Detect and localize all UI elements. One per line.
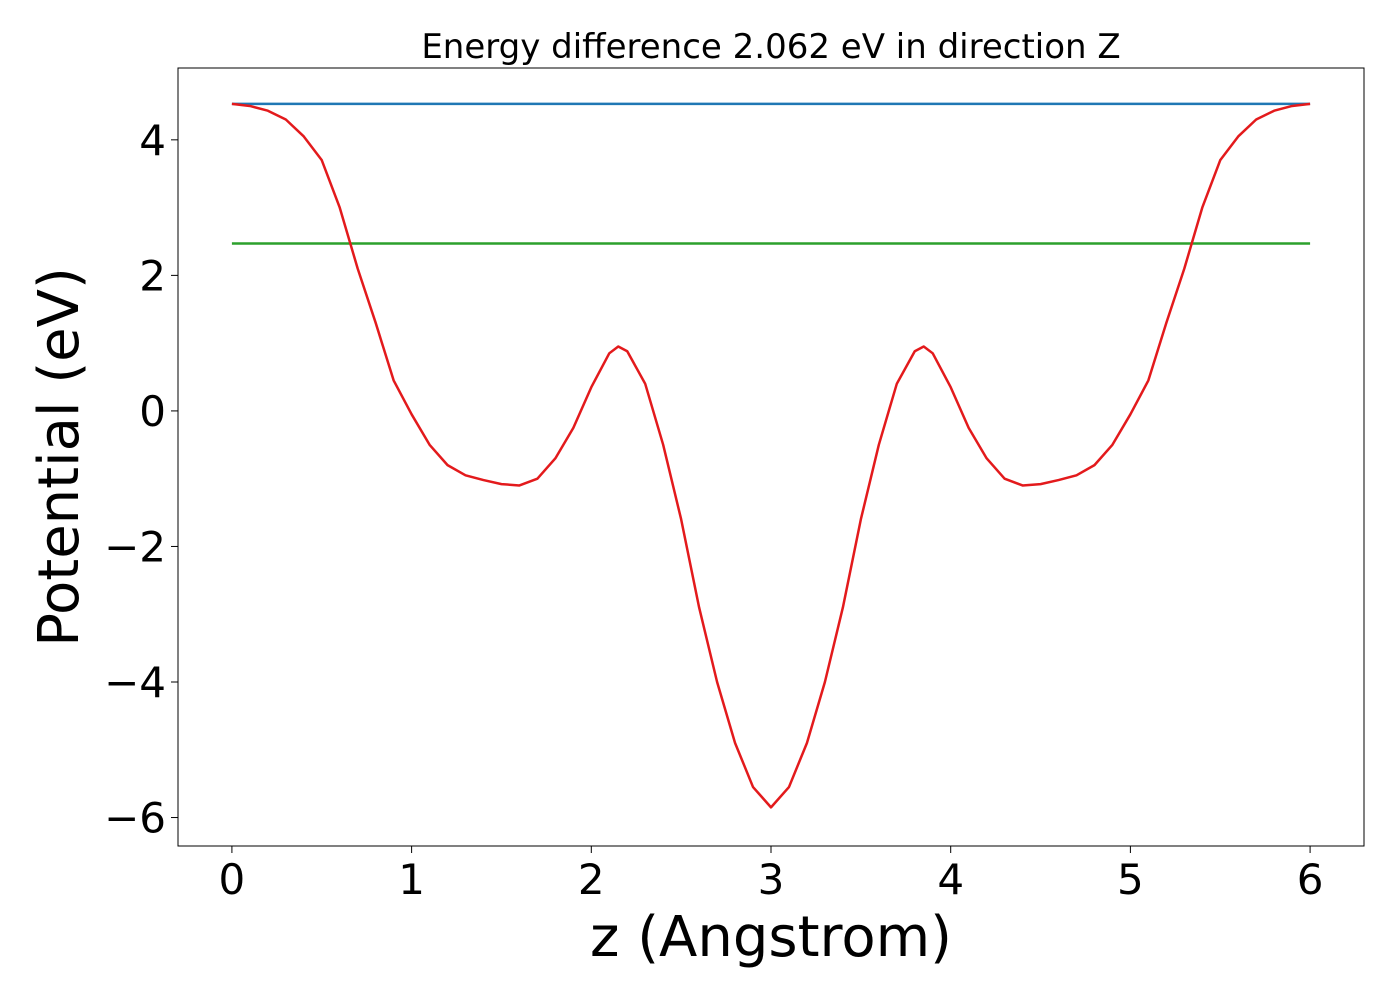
y-tick-label: −2 <box>104 522 166 571</box>
x-tick-label: 4 <box>937 855 964 904</box>
x-tick-label: 5 <box>1117 855 1144 904</box>
y-tick-label: 2 <box>139 251 166 300</box>
x-tick-label: 0 <box>219 855 246 904</box>
x-tick-label: 3 <box>758 855 785 904</box>
x-tick-label: 2 <box>578 855 605 904</box>
chart-title: Energy difference 2.062 eV in direction … <box>421 27 1120 67</box>
x-axis-label: z (Angstrom) <box>590 905 952 970</box>
y-tick-label: −4 <box>104 658 166 707</box>
x-tick-label: 1 <box>398 855 425 904</box>
y-tick-label: 0 <box>139 387 166 436</box>
y-axis-label: Potential (eV) <box>27 267 92 647</box>
x-tick-label: 6 <box>1297 855 1324 904</box>
plot-frame <box>177 67 1365 847</box>
data-line <box>231 102 1311 809</box>
y-tick-label: 4 <box>139 116 166 165</box>
y-tick-label: −6 <box>104 794 166 843</box>
